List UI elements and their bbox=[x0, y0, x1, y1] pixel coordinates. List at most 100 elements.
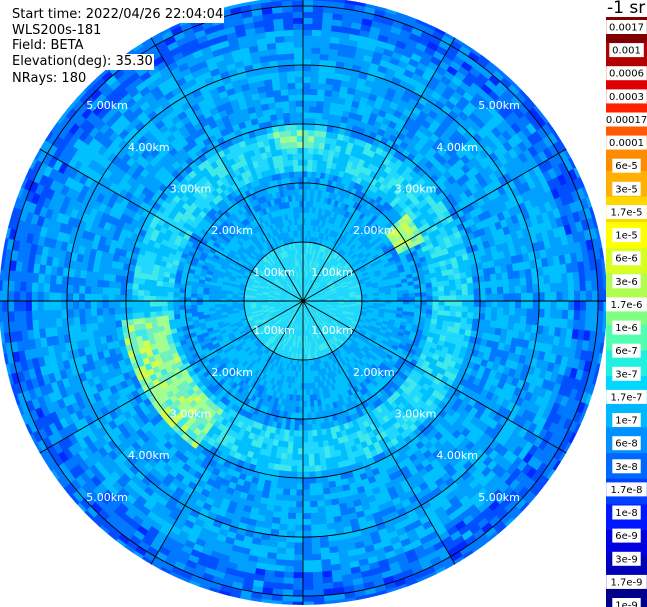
scan-cell bbox=[432, 305, 440, 311]
scan-cell bbox=[443, 305, 451, 312]
scan-cell bbox=[297, 164, 304, 172]
scan-cell bbox=[313, 141, 321, 149]
scan-cell bbox=[306, 418, 312, 426]
scan-cell bbox=[302, 135, 310, 143]
scan-cell bbox=[397, 300, 404, 305]
scan-cell bbox=[208, 297, 215, 302]
scan-cell bbox=[461, 300, 469, 308]
scan-cell bbox=[290, 188, 296, 196]
scan-cell bbox=[286, 147, 294, 155]
scan-cell bbox=[149, 289, 157, 297]
scan-cell bbox=[291, 447, 299, 455]
scan-cell bbox=[190, 308, 198, 314]
scan-cell bbox=[297, 158, 304, 166]
scan-cell bbox=[190, 300, 198, 306]
scan-cell bbox=[184, 304, 192, 310]
scan-cell bbox=[443, 310, 451, 317]
scan-cell bbox=[461, 283, 469, 291]
scan-cell bbox=[298, 406, 304, 414]
scan-cell bbox=[308, 459, 315, 467]
scan-cell bbox=[432, 300, 440, 307]
scan-cell bbox=[155, 290, 163, 297]
scan-cell bbox=[292, 159, 299, 166]
scan-cell bbox=[397, 297, 404, 302]
scan-cell bbox=[150, 316, 158, 323]
scan-cell bbox=[432, 295, 440, 302]
scan-cell bbox=[307, 147, 315, 155]
scan-cell bbox=[318, 452, 326, 460]
scan-cell bbox=[173, 309, 181, 315]
scan-cell bbox=[456, 300, 463, 307]
scan-cell bbox=[143, 289, 151, 296]
scan-cell bbox=[420, 296, 428, 302]
scan-cell bbox=[307, 153, 314, 161]
scan-cell bbox=[289, 171, 295, 179]
scan-cell bbox=[305, 388, 310, 396]
scan-cell bbox=[307, 430, 313, 438]
scan-cell bbox=[149, 310, 157, 318]
scan-cell bbox=[302, 406, 308, 414]
scan-cell bbox=[310, 412, 316, 420]
scan-cell bbox=[403, 296, 410, 302]
scan-cell bbox=[297, 153, 304, 160]
scan-cell bbox=[302, 424, 308, 432]
scan-cell bbox=[302, 401, 308, 408]
scan-cell bbox=[155, 285, 163, 292]
scan-cell bbox=[403, 300, 410, 306]
scan-cell bbox=[442, 280, 451, 287]
scan-cell bbox=[299, 212, 304, 219]
scan-cell bbox=[308, 141, 315, 149]
scan-cell bbox=[297, 454, 304, 461]
scan-cell bbox=[414, 300, 422, 306]
scan-cell bbox=[172, 296, 180, 302]
scan-cell bbox=[431, 286, 439, 293]
scan-cell bbox=[312, 147, 320, 155]
scan-cell bbox=[297, 147, 304, 154]
scan-cell bbox=[296, 212, 301, 219]
scan-cell bbox=[302, 141, 309, 148]
scan-cell bbox=[307, 441, 314, 449]
scan-cell bbox=[184, 308, 192, 314]
scan-cell bbox=[426, 300, 434, 306]
scan-cell bbox=[294, 418, 300, 426]
scan-cell bbox=[302, 395, 307, 402]
scan-cell bbox=[310, 418, 317, 426]
scan-cell bbox=[302, 418, 308, 426]
scan-cell bbox=[137, 300, 145, 308]
scan-cell bbox=[155, 295, 162, 302]
scan-cell bbox=[161, 290, 168, 297]
scan-cell bbox=[443, 285, 451, 292]
scan-cell bbox=[461, 311, 469, 319]
scan-cell bbox=[295, 194, 300, 202]
scan-cell bbox=[391, 297, 398, 302]
scan-cell bbox=[184, 296, 192, 302]
scan-cell bbox=[390, 294, 398, 299]
scan-cell bbox=[302, 389, 307, 396]
scan-cell bbox=[311, 423, 317, 431]
scan-cell bbox=[137, 289, 145, 296]
scan-cell bbox=[166, 291, 174, 297]
scan-cell bbox=[306, 176, 312, 184]
scan-cell bbox=[302, 164, 309, 172]
scan-cell bbox=[420, 287, 428, 294]
scan-cell bbox=[302, 200, 307, 207]
scan-cell bbox=[298, 424, 304, 432]
scan-cell bbox=[306, 400, 311, 408]
scan-cell bbox=[444, 295, 451, 302]
scan-cell bbox=[312, 153, 319, 161]
scan-cell bbox=[306, 412, 312, 420]
scan-cell bbox=[420, 304, 428, 310]
scan-cell bbox=[288, 165, 295, 173]
scan-cell bbox=[302, 442, 309, 449]
scan-cell bbox=[289, 176, 296, 184]
scan-cell bbox=[308, 135, 315, 143]
scan-cell bbox=[137, 294, 145, 302]
scan-cell bbox=[202, 303, 210, 309]
scan-cell bbox=[137, 311, 145, 319]
scan-cell bbox=[302, 153, 309, 160]
scan-cell bbox=[160, 295, 168, 302]
scan-cell bbox=[455, 283, 463, 291]
scan-cell bbox=[432, 291, 440, 297]
scan-cell bbox=[312, 447, 320, 455]
scan-cell bbox=[425, 287, 433, 293]
